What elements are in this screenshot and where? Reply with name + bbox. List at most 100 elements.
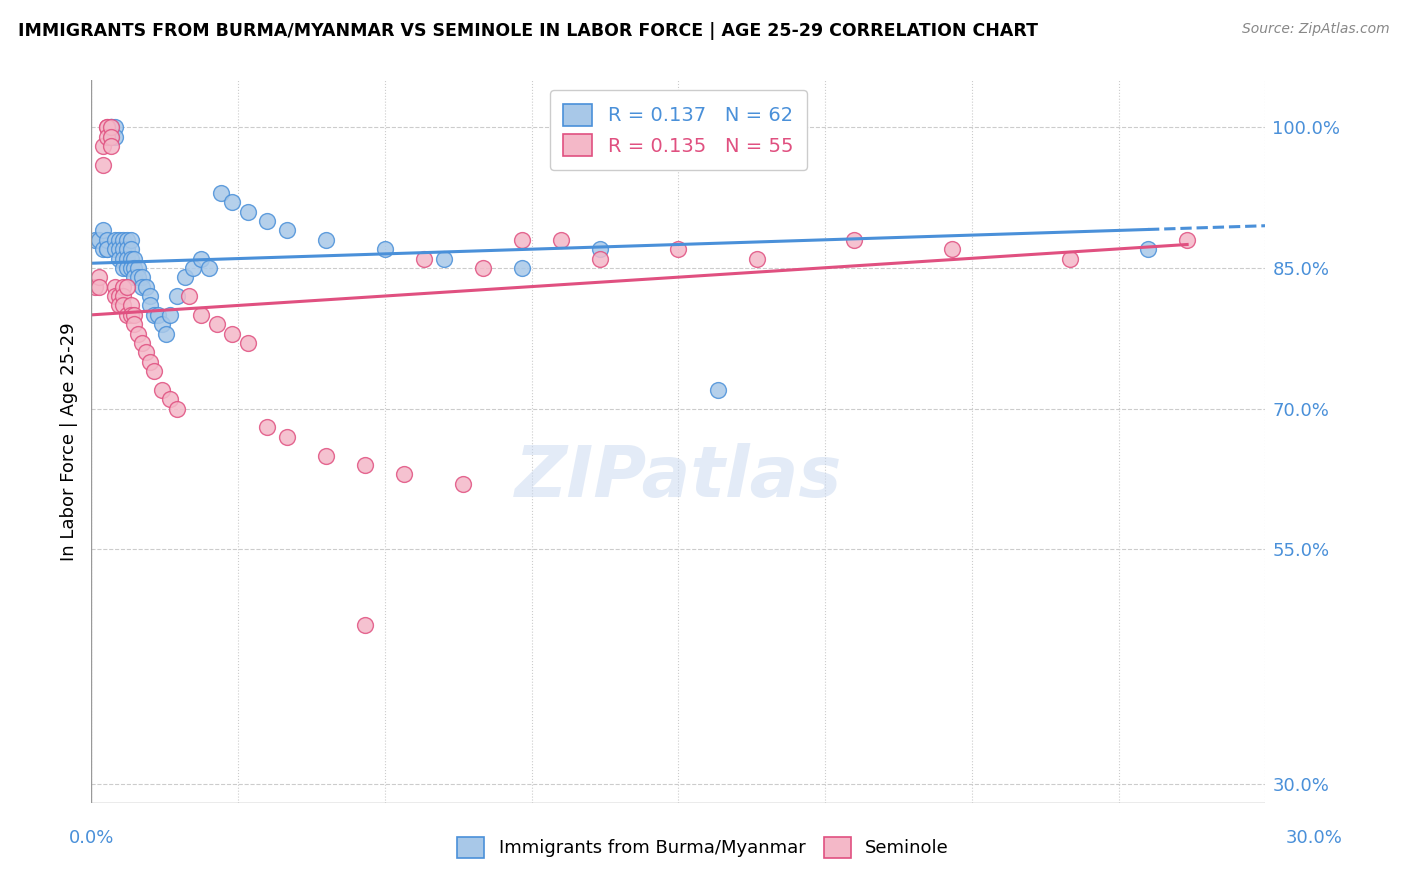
Point: [96, 242, 118, 256]
Point: [1059, 252, 1081, 266]
Text: 0.0%: 0.0%: [69, 829, 114, 847]
Point: [107, 233, 129, 247]
Point: [111, 260, 134, 275]
Point: [104, 129, 127, 144]
Point: [107, 252, 129, 266]
Point: [124, 270, 146, 285]
Point: [139, 298, 162, 312]
Point: [104, 120, 127, 135]
Point: [174, 270, 197, 285]
Point: [139, 355, 162, 369]
Point: [115, 260, 138, 275]
Point: [120, 308, 142, 322]
Point: [96, 120, 118, 135]
Point: [124, 318, 146, 332]
Text: ZIPatlas: ZIPatlas: [515, 443, 842, 512]
Point: [190, 308, 212, 322]
Point: [354, 617, 377, 632]
Point: [111, 242, 134, 256]
Point: [256, 420, 278, 434]
Point: [111, 279, 134, 293]
Point: [150, 383, 173, 397]
Point: [96, 233, 118, 247]
Point: [96, 242, 118, 256]
Point: [111, 289, 134, 303]
Point: [315, 233, 337, 247]
Point: [510, 260, 533, 275]
Y-axis label: In Labor Force | Age 25-29: In Labor Force | Age 25-29: [59, 322, 77, 561]
Point: [276, 223, 298, 237]
Point: [451, 476, 474, 491]
Legend: Immigrants from Burma/Myanmar, Seminole: Immigrants from Burma/Myanmar, Seminole: [449, 828, 957, 867]
Point: [100, 120, 122, 135]
Point: [143, 364, 166, 378]
Point: [155, 326, 177, 341]
Point: [131, 279, 153, 293]
Point: [104, 279, 127, 293]
Point: [111, 298, 134, 312]
Point: [100, 120, 122, 135]
Point: [100, 120, 122, 135]
Point: [131, 336, 153, 351]
Point: [131, 270, 153, 285]
Point: [115, 252, 138, 266]
Point: [471, 260, 494, 275]
Point: [276, 430, 298, 444]
Point: [589, 242, 612, 256]
Point: [91, 223, 114, 237]
Point: [100, 120, 122, 135]
Point: [941, 242, 963, 256]
Point: [135, 279, 157, 293]
Point: [127, 260, 149, 275]
Point: [91, 158, 114, 172]
Point: [124, 260, 146, 275]
Point: [84, 233, 107, 247]
Point: [179, 289, 201, 303]
Point: [89, 270, 111, 285]
Point: [256, 214, 278, 228]
Point: [89, 279, 111, 293]
Point: [104, 242, 127, 256]
Point: [84, 279, 107, 293]
Point: [354, 458, 377, 472]
Point: [510, 233, 533, 247]
Point: [120, 252, 142, 266]
Point: [150, 318, 173, 332]
Point: [100, 129, 122, 144]
Point: [107, 289, 129, 303]
Point: [91, 242, 114, 256]
Point: [91, 139, 114, 153]
Point: [111, 233, 134, 247]
Point: [706, 383, 728, 397]
Point: [413, 252, 436, 266]
Point: [115, 242, 138, 256]
Point: [205, 318, 228, 332]
Point: [236, 204, 259, 219]
Point: [146, 308, 169, 322]
Point: [166, 289, 188, 303]
Point: [127, 326, 149, 341]
Point: [181, 260, 204, 275]
Legend: R = 0.137   N = 62, R = 0.135   N = 55: R = 0.137 N = 62, R = 0.135 N = 55: [550, 90, 807, 169]
Point: [115, 233, 138, 247]
Point: [100, 139, 122, 153]
Point: [221, 326, 243, 341]
Point: [139, 289, 162, 303]
Point: [115, 279, 138, 293]
Point: [135, 345, 157, 359]
Point: [236, 336, 259, 351]
Point: [432, 252, 454, 266]
Point: [166, 401, 188, 416]
Point: [120, 298, 142, 312]
Point: [209, 186, 232, 200]
Point: [96, 120, 118, 135]
Point: [100, 129, 122, 144]
Point: [1136, 242, 1159, 256]
Point: [221, 195, 243, 210]
Point: [1175, 233, 1198, 247]
Point: [115, 308, 138, 322]
Point: [124, 252, 146, 266]
Point: [159, 392, 181, 407]
Point: [107, 298, 129, 312]
Point: [120, 233, 142, 247]
